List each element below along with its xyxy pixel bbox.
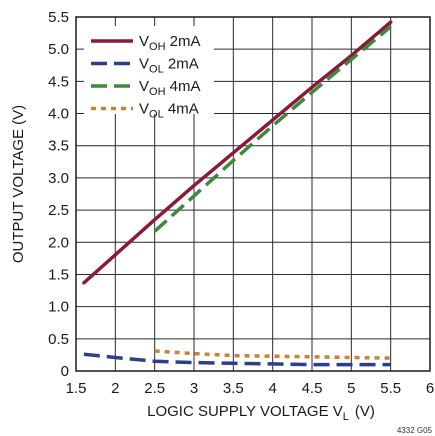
y-tick-label: 3.5 xyxy=(48,138,69,155)
series-lines xyxy=(82,20,393,367)
legend-label-1: VOL 2mA xyxy=(139,56,199,76)
series-line-2 xyxy=(153,25,392,233)
y-tick-label: 1.0 xyxy=(48,299,69,316)
y-tick-label: 2.0 xyxy=(48,234,69,251)
x-axis-label-main: LOGIC SUPPLY VOLTAGE V xyxy=(147,403,343,420)
y-tick-label: 4.5 xyxy=(48,73,69,90)
y-tick-label: 3.0 xyxy=(48,170,69,187)
y-tick-label: 0.5 xyxy=(48,331,69,348)
x-tick-label: 1.5 xyxy=(66,380,87,397)
y-tick-label: 1.5 xyxy=(48,266,69,283)
y-axis-label: OUTPUT VOLTAGE (V) xyxy=(10,105,27,263)
y-tick-label: 5.0 xyxy=(48,41,69,58)
x-tick-labels: 1.5 2 2.5 3 3.5 4 4.5 5 5.5 6 xyxy=(66,380,435,397)
legend-label-3: VOL 4mA xyxy=(139,101,199,121)
x-tick-label: 2.5 xyxy=(144,380,165,397)
y-tick-labels: 0 0.5 1.0 1.5 2.0 2.5 3.0 3.5 4.0 4.5 5.0 5.5 xyxy=(48,9,69,380)
series-line-0 xyxy=(82,20,393,285)
x-tick-label: 4.5 xyxy=(302,380,323,397)
x-axis-label-unit: (V) xyxy=(355,403,375,420)
y-tick-label: 4.0 xyxy=(48,106,69,123)
x-tick-label: 5 xyxy=(347,380,355,397)
x-tick-label: 6 xyxy=(426,380,434,397)
plot-frame xyxy=(75,16,431,372)
x-axis-label: LOGIC SUPPLY VOLTAGE VL (V) xyxy=(147,403,375,423)
x-tick-label: 3 xyxy=(190,380,198,397)
y-tick-label: 0 xyxy=(61,363,69,380)
x-axis-label-sub: L xyxy=(343,411,349,423)
legend-label-2: VOH 4mA xyxy=(139,78,201,98)
x-tick-label: 4 xyxy=(268,380,276,397)
y-tick-label: 5.5 xyxy=(48,9,69,26)
y-tick-label: 2.5 xyxy=(48,202,69,219)
x-tick-label: 5.5 xyxy=(380,380,401,397)
legend-label-0: VOH 2mA xyxy=(139,33,201,53)
x-tick-label: 2 xyxy=(111,380,119,397)
x-tick-label: 3.5 xyxy=(223,380,244,397)
figure-id: 4332 G05 xyxy=(397,426,433,435)
series-line-1 xyxy=(83,352,391,367)
